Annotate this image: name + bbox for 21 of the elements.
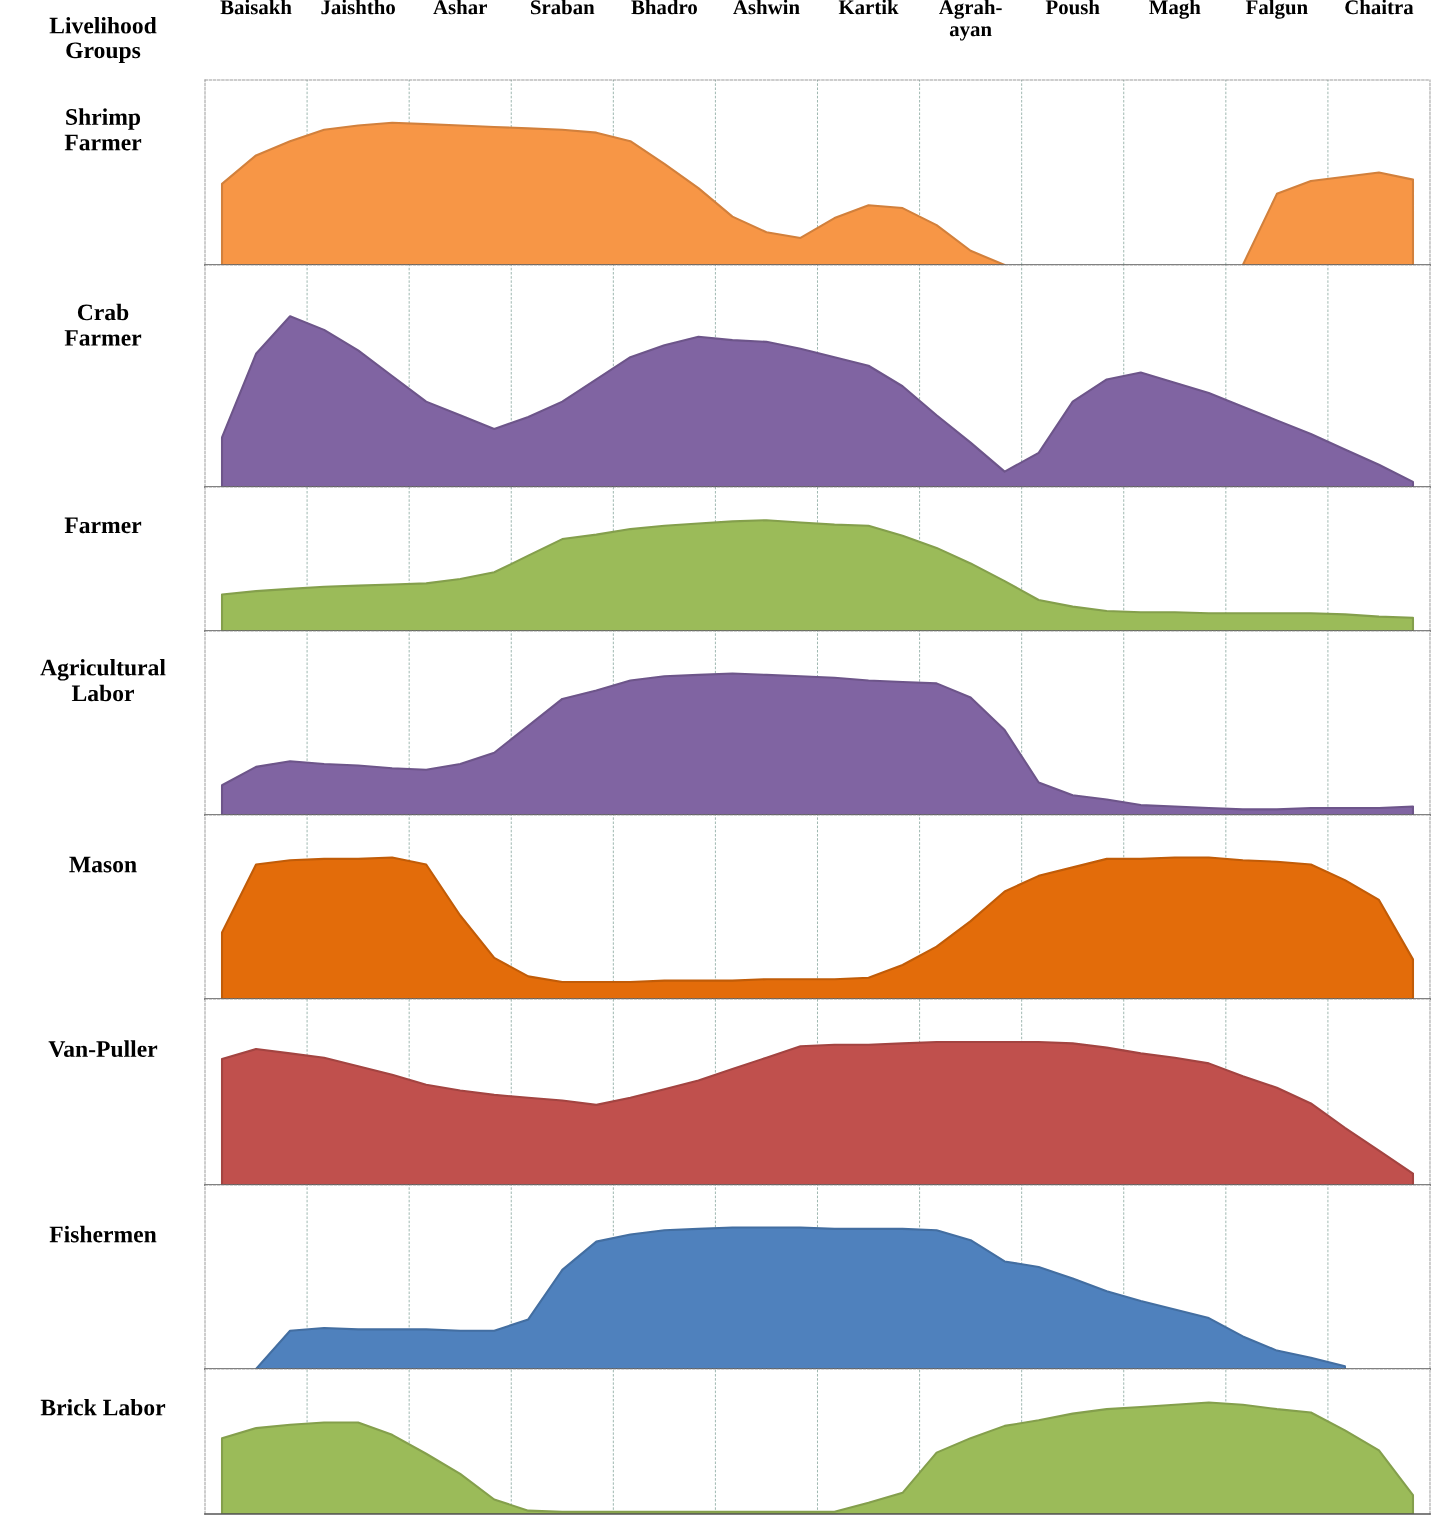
x-tick-label: Sraban <box>530 0 595 15</box>
text: Livelihood Groups <box>49 16 157 64</box>
x-tick-label: Kartik <box>838 0 899 15</box>
chart-title: Mason <box>69 856 137 873</box>
x-tick-label: Baisakh <box>220 0 292 15</box>
chart-title: Van-Puller <box>48 1040 158 1058</box>
x-tick-label: Ashar <box>433 0 487 15</box>
x-tick-label: Chaitra <box>1345 0 1414 15</box>
chart-title: Agricultural Labor <box>40 658 166 702</box>
x-tick-label: Ashwin <box>733 0 800 15</box>
chart-title: Brick Labor <box>40 1398 166 1416</box>
x-tick-label: Poush <box>1045 0 1100 15</box>
chart-title: Shrimp Farmer <box>64 108 142 151</box>
x-tick-label: Magh <box>1149 0 1201 19</box>
chart-title: Farmer <box>64 517 142 534</box>
x-tick-label: Agrah- ayan <box>939 0 1002 41</box>
chart-title: Crab Farmer <box>64 303 142 346</box>
x-tick-label: Bhadro <box>631 0 697 15</box>
x-tick-label: Falgun <box>1245 0 1308 19</box>
chart-title: Fishermen <box>49 1225 157 1243</box>
x-tick-label: Jaishtho <box>321 0 395 15</box>
